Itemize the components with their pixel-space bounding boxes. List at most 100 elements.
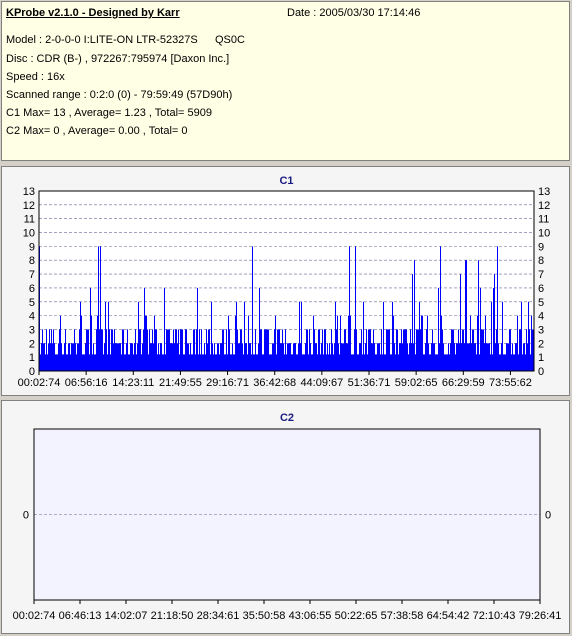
c1-bar: [453, 329, 454, 371]
c1-bar: [496, 329, 497, 371]
c1-bar: [166, 329, 167, 371]
speed-line: Speed : 16x: [6, 71, 65, 83]
c1-bar: [265, 329, 266, 371]
c1-bar: [526, 329, 527, 371]
c1-bar: [419, 301, 420, 371]
c1-bar: [319, 329, 320, 371]
c1-bar: [314, 329, 315, 371]
c1-bar: [49, 329, 50, 371]
c1-bar: [350, 315, 351, 371]
c1-bar: [139, 329, 140, 371]
c1-ytick-left: 10: [23, 228, 35, 240]
c1-bar: [146, 315, 147, 371]
c1-bar: [173, 329, 174, 371]
c1-bar: [442, 329, 443, 371]
c1-bar: [368, 329, 369, 371]
c1-bar: [156, 329, 157, 371]
c1-bar: [519, 329, 520, 371]
c2-xtick-label: 00:02:74: [13, 610, 56, 622]
c1-xtick-label: 36:42:68: [253, 377, 296, 389]
c1-ytick-left: 11: [24, 214, 35, 226]
c1-ytick-right: 3: [538, 324, 544, 336]
c1-bar: [282, 329, 283, 371]
c1-bar: [279, 329, 280, 371]
c1-ytick-left: 9: [29, 241, 35, 253]
c1-bar: [206, 329, 207, 371]
c1-bar: [147, 329, 148, 371]
c1-bar: [478, 260, 479, 371]
c1-bar: [164, 287, 165, 371]
c1-bar: [422, 315, 423, 371]
c1-bar: [182, 329, 183, 371]
c2-xtick-label: 50:22:65: [335, 610, 378, 622]
c1-bar: [472, 329, 473, 371]
c2-xtick-label: 79:26:41: [519, 610, 562, 622]
c1-bar: [427, 315, 428, 371]
c1-ytick-left: 2: [29, 338, 35, 350]
c1-bar: [401, 329, 402, 371]
c1-bar: [152, 329, 153, 371]
c1-bar: [199, 329, 200, 371]
c1-bar: [299, 301, 300, 371]
c2-xtick-label: 43:06:55: [289, 610, 332, 622]
c1-ytick-left: 1: [29, 352, 35, 364]
c1-bar: [143, 329, 144, 371]
c1-bar: [491, 301, 492, 371]
c1-ytick-right: 2: [538, 338, 544, 350]
c1-bar: [451, 329, 452, 371]
c1-bar: [331, 329, 332, 371]
c1-bar: [396, 329, 397, 371]
c1-bar: [96, 329, 97, 371]
c1-bar: [175, 329, 176, 371]
c1-ytick-right: 8: [538, 255, 544, 267]
c1-bar: [51, 329, 52, 371]
c1-bar: [259, 287, 260, 371]
c1-bar: [266, 329, 267, 371]
c1-bar: [392, 301, 393, 371]
c2-xtick-label: 64:54:42: [427, 610, 470, 622]
c1-bar: [186, 329, 187, 371]
c1-bar: [176, 329, 177, 371]
c1-bar: [180, 329, 181, 371]
c1-bar: [441, 315, 442, 371]
c1-ytick-right: 4: [538, 311, 544, 323]
c1-ytick-right: 11: [538, 214, 549, 226]
c1-xtick-label: 51:36:71: [348, 377, 391, 389]
c1-bar: [97, 315, 98, 371]
c1-bar: [79, 329, 80, 371]
c1-bar: [510, 329, 511, 371]
c2-xtick-label: 72:10:43: [473, 610, 516, 622]
c1-bar: [167, 329, 168, 371]
c1-ytick-left: 7: [29, 269, 35, 281]
c1-chart-title: C1: [279, 175, 293, 187]
c1-bar: [383, 301, 384, 371]
c1-bar: [466, 260, 467, 371]
c1-bar: [521, 301, 522, 371]
c2-stats-line: C2 Max= 0 , Average= 0.00 , Total= 0: [6, 125, 188, 137]
c2-chart-panel: C2 0 0 00:02:74 06:46:13 14:02:07 21:18:50 28:3…: [1, 400, 570, 634]
c1-bar: [109, 329, 110, 371]
c1-xtick-label: 29:16:71: [206, 377, 249, 389]
c1-bar: [421, 315, 422, 371]
c1-bar: [127, 329, 128, 371]
c1-xtick-label: 00:02:74: [18, 377, 61, 389]
c2-xtick-label: 28:34:61: [197, 610, 240, 622]
c1-series: [39, 246, 534, 371]
c1-bar: [477, 315, 478, 371]
c1-bar: [235, 315, 236, 371]
c1-bar: [196, 329, 197, 371]
c1-bar: [440, 246, 441, 371]
c1-bar: [301, 301, 302, 371]
c1-bar: [322, 329, 323, 371]
c1-bar: [60, 315, 61, 371]
c1-bar: [349, 246, 350, 371]
c1-bar: [309, 329, 310, 371]
c1-bar: [252, 246, 253, 371]
c1-plot-frame: [38, 190, 535, 372]
c1-bar: [344, 329, 345, 371]
c1-bar: [388, 329, 389, 371]
c1-stats-line: C1 Max= 13 , Average= 1.23 , Total= 5909: [6, 107, 212, 119]
c1-bar: [462, 329, 463, 371]
c1-bar: [74, 329, 75, 371]
c1-xtick-label: 14:23:11: [112, 377, 154, 389]
